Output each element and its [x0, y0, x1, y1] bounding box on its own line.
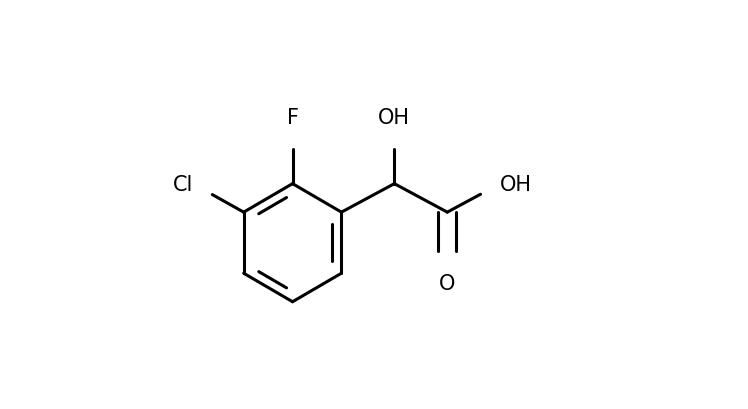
Text: O: O: [439, 274, 456, 294]
Text: OH: OH: [378, 108, 411, 127]
Text: OH: OH: [500, 174, 533, 194]
Text: F: F: [286, 108, 298, 127]
Text: Cl: Cl: [172, 174, 193, 194]
